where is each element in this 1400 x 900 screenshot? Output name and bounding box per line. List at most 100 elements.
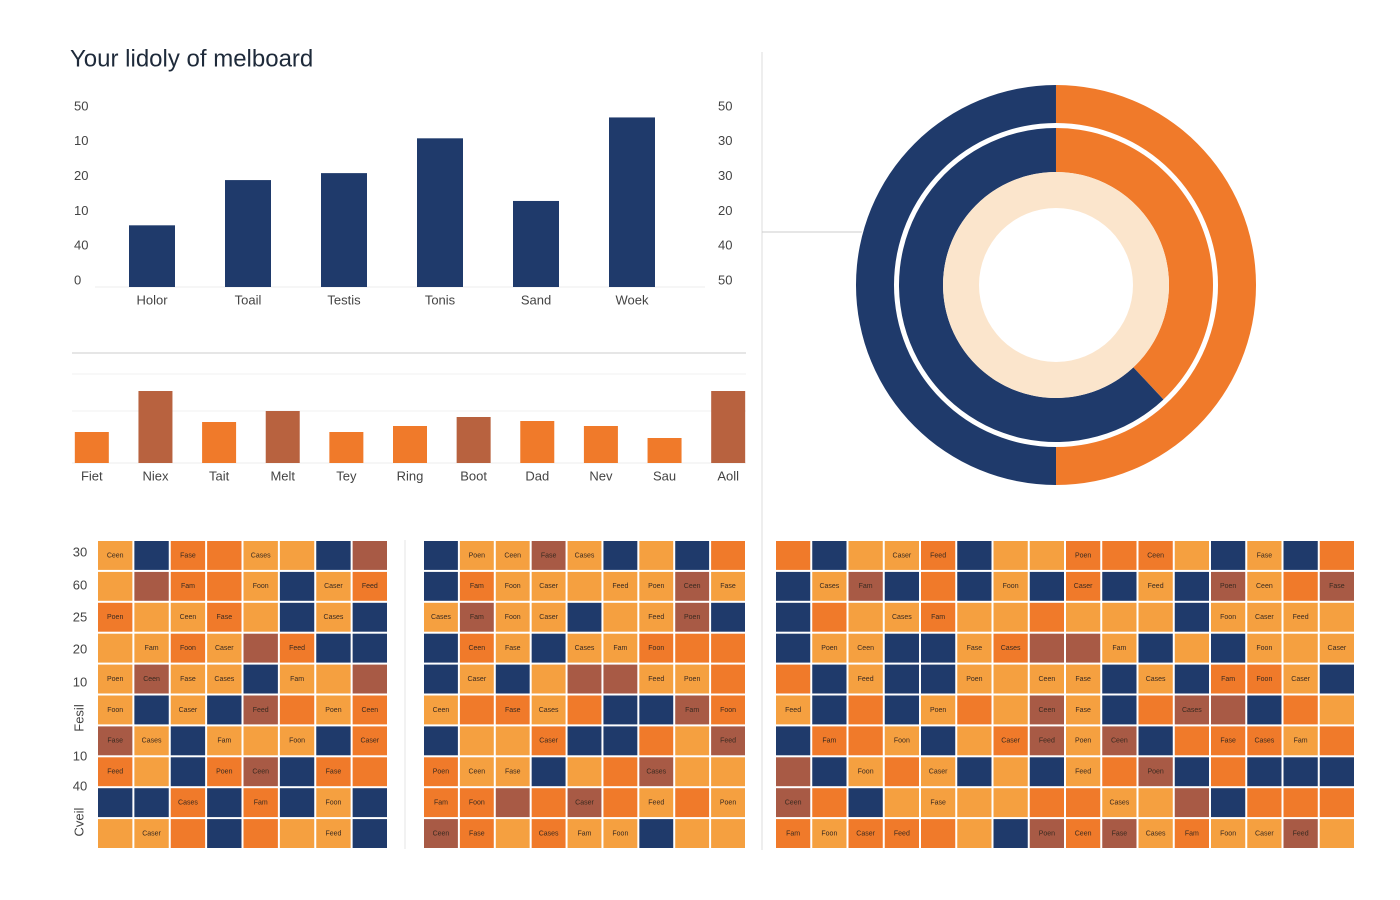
tile [98, 664, 133, 694]
tile [1283, 788, 1318, 818]
tile-label: Fam [859, 583, 873, 590]
tile [531, 664, 566, 694]
x-tick-label: Testis [327, 292, 361, 307]
tile-label: Cases [142, 738, 162, 745]
tile [812, 633, 847, 663]
tile-label: Fam [931, 614, 945, 621]
tile-label: Foon [612, 830, 628, 837]
x-tick-label: Holor [136, 292, 168, 307]
x-tick-label: Boot [460, 468, 487, 483]
tile [1066, 571, 1101, 601]
tile [1319, 726, 1354, 756]
tile-label: Caser [1074, 583, 1093, 590]
tile-label: Caser [539, 614, 558, 621]
tile-label: Poen [1147, 769, 1163, 776]
tile [1029, 633, 1064, 663]
tile-label: Caser [856, 830, 875, 837]
tile [603, 788, 638, 818]
tile-label: Foon [1220, 614, 1236, 621]
tile [531, 695, 566, 725]
tile [1174, 788, 1209, 818]
tile [459, 664, 494, 694]
dashboard-title: Your lidoly of melboard [70, 45, 313, 72]
tile-label: Foon [894, 738, 910, 745]
y2-tick-label: 20 [718, 203, 732, 218]
tile [495, 664, 530, 694]
tile [1211, 571, 1246, 601]
bar [74, 432, 109, 463]
tile [424, 819, 458, 848]
tile [207, 602, 242, 632]
tile [1319, 664, 1354, 694]
tile [1247, 571, 1282, 601]
tile-label: Fase [1220, 738, 1236, 745]
tile [1138, 664, 1173, 694]
tile-label: Ceen [1039, 676, 1056, 683]
tile [459, 695, 494, 725]
tile [1174, 541, 1209, 570]
tile-label: Feed [858, 676, 874, 683]
tile [848, 602, 883, 632]
tile-label: Foon [505, 614, 521, 621]
tile-label: Feed [648, 614, 664, 621]
tile-label: Feed [1293, 830, 1309, 837]
tile [1138, 695, 1173, 725]
tile-label: Fam [470, 614, 484, 621]
tile [279, 602, 315, 632]
tile [567, 633, 602, 663]
tile [207, 571, 242, 601]
tile [1102, 664, 1137, 694]
tile-label: Fam [181, 583, 195, 590]
tile-label: Ceen [684, 583, 701, 590]
tile-label: Cases [539, 707, 559, 714]
tile [1174, 571, 1209, 601]
bar [456, 417, 491, 463]
tile [776, 571, 811, 601]
tile-label: Fase [326, 769, 342, 776]
tile [1247, 726, 1282, 756]
tile-label: Poen [1075, 738, 1091, 745]
tile [993, 664, 1028, 694]
tile [711, 726, 745, 756]
tile [134, 726, 169, 756]
tile [1102, 788, 1137, 818]
tile [279, 541, 315, 570]
tile [884, 633, 919, 663]
tile [207, 695, 242, 725]
bar [711, 391, 746, 463]
y2-tick-label: 30 [718, 133, 732, 148]
tile [98, 571, 133, 601]
tile [711, 664, 745, 694]
tile-label: Feed [253, 707, 269, 714]
tile [1102, 757, 1137, 787]
tile [1211, 788, 1246, 818]
tile-label: Fase [505, 707, 521, 714]
tile-label: Ceen [504, 552, 521, 559]
tile [1283, 633, 1318, 663]
tile [316, 571, 351, 601]
tile-label: Feed [107, 769, 123, 776]
axis-label: Cveil [71, 807, 86, 836]
bar [265, 411, 300, 463]
tile [957, 664, 992, 694]
tile [495, 726, 530, 756]
tile [1319, 571, 1354, 601]
tile [639, 571, 674, 601]
tile [352, 757, 387, 787]
tile-label: Ceen [107, 552, 124, 559]
tile [279, 633, 315, 663]
tile [531, 757, 566, 787]
tile-label: Cases [214, 676, 234, 683]
x-tick-label: Sau [653, 468, 676, 483]
tile-label: Ceen [468, 645, 485, 652]
tile [639, 633, 674, 663]
tile-label: Fam [786, 830, 800, 837]
tile [207, 726, 242, 756]
bar [138, 391, 173, 463]
tile [459, 726, 494, 756]
tile [884, 571, 919, 601]
tile [1319, 788, 1354, 818]
tile [1283, 695, 1318, 725]
tile [134, 541, 169, 570]
tile [170, 819, 206, 848]
